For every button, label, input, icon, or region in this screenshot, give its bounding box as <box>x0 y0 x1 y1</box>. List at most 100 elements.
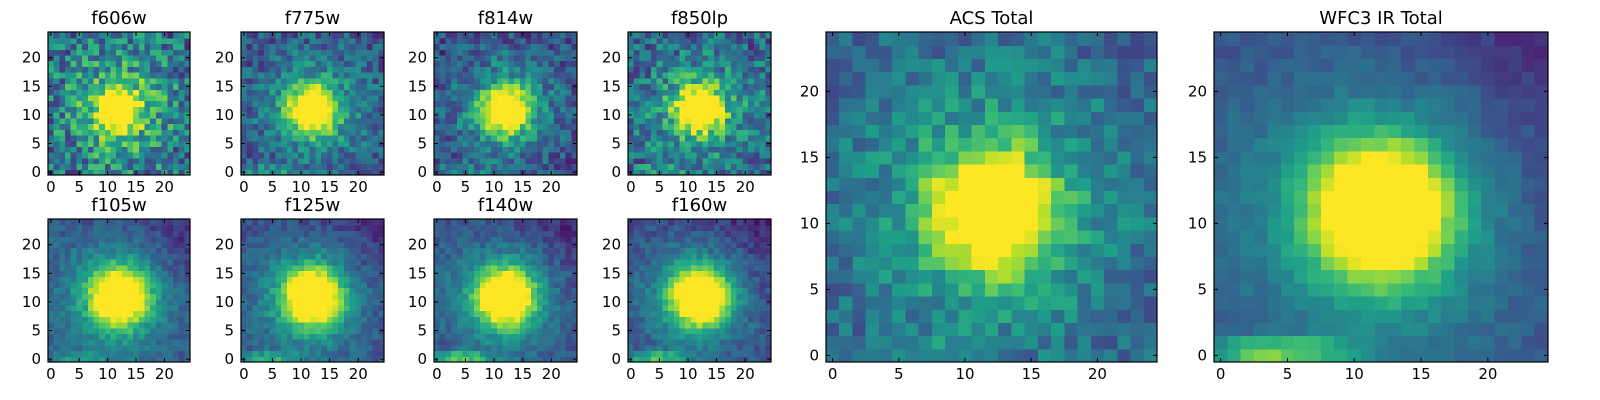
heatmap-cell <box>172 169 180 176</box>
heatmap-cell <box>161 157 168 165</box>
heatmap-cell <box>742 316 749 323</box>
heatmap-cell <box>82 224 89 232</box>
heatmap-cell <box>690 37 698 45</box>
heatmap-cell <box>59 264 66 272</box>
heatmap-cell <box>178 94 185 102</box>
heatmap-cell <box>172 112 180 119</box>
heatmap-cell <box>656 60 663 67</box>
heatmap-cell <box>361 230 368 237</box>
heatmap-cell <box>536 356 544 363</box>
heatmap-cell <box>479 230 487 237</box>
heatmap-cell <box>150 163 157 170</box>
heatmap-cell <box>65 163 72 170</box>
heatmap-cell <box>713 66 721 73</box>
heatmap-cell <box>82 37 89 45</box>
heatmap-cell <box>679 49 686 56</box>
heatmap-cell <box>59 224 66 232</box>
heatmap-cell <box>315 77 322 85</box>
heatmap-cell <box>286 304 294 312</box>
heatmap-cell <box>673 140 681 147</box>
heatmap-cell <box>514 339 521 346</box>
heatmap-cell <box>531 350 538 357</box>
heatmap-cell <box>246 253 254 260</box>
heatmap-cell <box>332 264 339 272</box>
heatmap-cell <box>673 94 681 102</box>
heatmap-cell <box>445 219 452 226</box>
heatmap-cell <box>456 259 464 266</box>
heatmap-cell <box>548 72 555 79</box>
heatmap-cell <box>690 112 698 119</box>
heatmap-cell <box>474 37 481 45</box>
heatmap-cell <box>366 264 374 272</box>
heatmap-cell <box>355 276 362 283</box>
heatmap-cell <box>269 146 276 153</box>
heatmap-cell <box>138 117 146 125</box>
heatmap-cell <box>292 54 299 62</box>
heatmap-cell <box>53 247 60 254</box>
heatmap-cell <box>161 140 168 147</box>
heatmap-cell <box>542 310 549 317</box>
heatmap-cell <box>736 66 743 73</box>
heatmap-cell <box>252 146 259 153</box>
heatmap-cell <box>496 117 504 125</box>
heatmap-cell <box>150 60 157 67</box>
heatmap-cell <box>53 344 60 352</box>
heatmap-cell <box>508 146 515 153</box>
heatmap-cell <box>99 54 106 62</box>
heatmap-cell <box>65 123 72 130</box>
heatmap-cell <box>303 321 311 329</box>
heatmap-cell <box>565 321 572 329</box>
heatmap-cell <box>281 276 288 283</box>
heatmap-cell <box>571 321 578 329</box>
heatmap-cell <box>725 89 732 96</box>
heatmap-cell <box>554 241 561 249</box>
heatmap-cell <box>378 344 385 352</box>
heatmap-cell <box>110 49 117 56</box>
heatmap-cell <box>144 230 151 237</box>
heatmap-cell <box>303 339 311 346</box>
heatmap-cell <box>241 293 248 300</box>
heatmap-cell <box>753 169 761 176</box>
heatmap-cell <box>730 299 738 306</box>
heatmap-cell <box>70 94 77 102</box>
x-tick-label: 5 <box>74 365 84 383</box>
heatmap-cell <box>439 247 447 254</box>
heatmap-cell <box>685 293 692 300</box>
heatmap-cell <box>708 276 715 283</box>
heatmap-cell <box>445 134 452 142</box>
heatmap-cell <box>514 293 521 300</box>
heatmap-cell <box>155 321 163 329</box>
heatmap-cell <box>662 72 669 79</box>
heatmap-cell <box>479 129 487 136</box>
heatmap-cell <box>133 66 140 73</box>
heatmap-cell <box>725 123 732 130</box>
heatmap-cell <box>753 281 761 289</box>
heatmap-cell <box>292 72 299 79</box>
heatmap-cell <box>303 94 311 102</box>
heatmap-cell <box>445 89 452 96</box>
heatmap-cell <box>263 123 271 130</box>
heatmap-cell <box>565 134 572 142</box>
heatmap-cell <box>172 327 180 334</box>
heatmap-cell <box>372 247 379 254</box>
heatmap-cell <box>485 54 492 62</box>
heatmap-cell <box>361 89 368 96</box>
heatmap-cell <box>565 43 572 50</box>
heatmap-cell <box>241 129 248 136</box>
heatmap-cell <box>76 264 83 272</box>
heatmap-cell <box>87 276 95 283</box>
heatmap-cell <box>434 344 441 352</box>
heatmap-cell <box>696 321 703 329</box>
heatmap-cell <box>241 276 248 283</box>
heatmap-cell <box>82 117 89 125</box>
heatmap-cell <box>104 43 112 50</box>
heatmap-cell <box>656 117 663 125</box>
heatmap-cell <box>104 224 112 232</box>
heatmap-cell <box>76 123 83 130</box>
heatmap-cell <box>696 287 703 294</box>
heatmap-cell <box>321 339 328 346</box>
heatmap-cell <box>155 276 163 283</box>
heatmap-cell <box>633 106 641 113</box>
heatmap-cell <box>519 163 527 170</box>
heatmap-cell <box>736 327 743 334</box>
